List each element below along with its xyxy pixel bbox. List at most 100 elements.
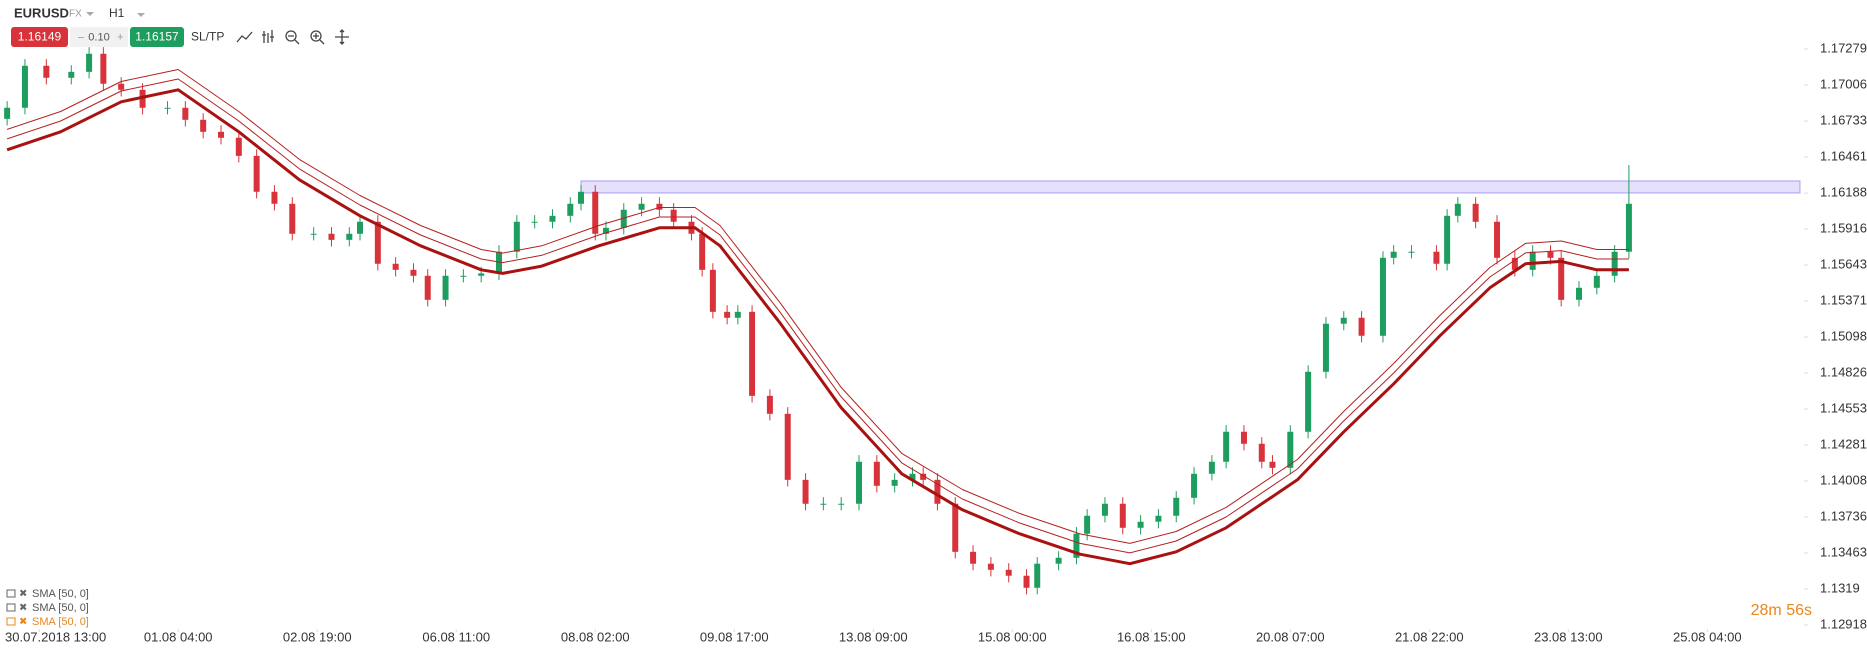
candle-body — [357, 221, 363, 234]
candle-countdown: 28m 56s — [1751, 602, 1812, 619]
candle-body — [1034, 563, 1041, 588]
y-tick-label: 1.13736 — [1820, 508, 1867, 523]
candle-body — [424, 275, 431, 300]
candle-body — [952, 503, 959, 552]
candle-body — [1472, 203, 1479, 222]
candle-body — [200, 119, 207, 132]
candle-body — [891, 479, 898, 486]
sma-line — [6, 88, 1629, 566]
y-tick-label: 1.17006 — [1820, 76, 1867, 91]
zoom-out[interactable] — [285, 30, 297, 42]
candle-body — [100, 53, 107, 84]
candle-body — [766, 395, 773, 414]
candle-body — [1558, 257, 1565, 300]
candle-body — [1379, 257, 1386, 336]
candle-body — [43, 65, 50, 78]
candle-body — [1390, 251, 1397, 258]
candle-body — [1529, 251, 1536, 270]
y-tick-label: 1.16188 — [1820, 185, 1867, 200]
y-tick-label: 1.15916 — [1820, 220, 1867, 235]
dropdown-caret[interactable] — [137, 13, 145, 17]
y-tick-label: 1.14008 — [1820, 472, 1867, 487]
sltp-button[interactable]: SL/TP — [191, 30, 224, 44]
candle-body — [68, 71, 75, 78]
candle-body — [873, 461, 880, 486]
candle-body — [656, 203, 663, 210]
candle-body — [253, 155, 260, 192]
candle-body — [749, 311, 756, 396]
candle-body — [410, 269, 417, 276]
candle-body — [724, 311, 731, 318]
y-tick-label: 1.1319 — [1820, 581, 1860, 596]
candle-body — [699, 233, 706, 270]
candle-tool[interactable] — [262, 30, 274, 43]
line-tool[interactable] — [236, 31, 253, 43]
x-tick-label: 15.08 00:00 — [978, 629, 1047, 644]
legend-entry: SMA [50, 0] — [32, 602, 89, 614]
legend-icon — [6, 589, 16, 598]
candle-body — [1287, 431, 1294, 468]
candle-body — [1358, 317, 1365, 336]
x-tick-label: 30.07.2018 13:00 — [5, 629, 106, 644]
legend-icon — [6, 617, 16, 626]
candle-body — [1101, 503, 1108, 516]
candle-body — [1223, 431, 1230, 462]
candle-body — [328, 233, 335, 240]
ask-price[interactable]: 1.16157 — [135, 30, 179, 44]
candle-body — [1258, 443, 1265, 462]
x-tick-label: 20.08 07:00 — [1256, 629, 1325, 644]
candle-body — [164, 107, 171, 109]
symbol[interactable]: EURUSD — [14, 5, 69, 20]
candle-body — [21, 65, 28, 108]
dropdown-caret[interactable] — [86, 12, 94, 16]
bid-price[interactable]: 1.16149 — [18, 30, 62, 44]
candle-body — [1155, 515, 1162, 522]
candle-body — [1433, 251, 1440, 264]
candle-body — [1137, 521, 1144, 528]
minus[interactable]: – — [78, 31, 85, 43]
x-tick-label: 25.08 04:00 — [1673, 629, 1742, 644]
candle-body — [934, 479, 941, 504]
candle-body — [1340, 317, 1347, 324]
y-tick-label: 1.15098 — [1820, 329, 1867, 344]
timeframe[interactable]: H1 — [109, 6, 125, 20]
candle-body — [442, 275, 449, 300]
resistance-zone — [580, 180, 1801, 194]
candle-body — [478, 273, 485, 276]
y-tick-label: 1.16733 — [1820, 113, 1867, 128]
candle-body — [987, 563, 994, 570]
candle-body — [549, 215, 556, 222]
toolbar — [236, 29, 349, 45]
spread: 0.10 — [88, 31, 109, 43]
y-tick-label: 1.14553 — [1820, 400, 1867, 415]
zoom-in[interactable] — [310, 30, 322, 42]
spread-box — [70, 27, 128, 47]
candle-body — [838, 503, 845, 505]
candle-body — [1494, 221, 1501, 258]
sma-line — [6, 78, 1629, 554]
candle-body — [1611, 251, 1618, 276]
y-tick-label: 1.16461 — [1820, 148, 1867, 163]
candle-body — [1322, 323, 1329, 372]
candle-body — [392, 263, 399, 270]
sell-button[interactable] — [11, 27, 68, 47]
candle-body — [602, 227, 609, 234]
candle-body — [734, 311, 741, 318]
x-tick-label: 16.08 15:00 — [1117, 629, 1186, 644]
candle-body — [1023, 575, 1030, 588]
candle-body — [1625, 203, 1632, 252]
candle-body — [909, 473, 916, 480]
candle-body — [638, 203, 645, 210]
candle-body — [802, 479, 809, 504]
candle-body — [1240, 431, 1247, 444]
pan-tool[interactable] — [335, 29, 349, 45]
y-tick-label: 1.14281 — [1820, 436, 1867, 451]
candle-body — [577, 191, 584, 204]
plus[interactable]: + — [117, 31, 123, 43]
candle-body — [374, 221, 381, 264]
candle-body — [118, 83, 125, 90]
y-tick-label: 1.15643 — [1820, 257, 1867, 272]
y-tick-label: 1.12918 — [1820, 616, 1867, 631]
buy-button[interactable] — [130, 27, 184, 47]
candle-body — [217, 131, 224, 138]
